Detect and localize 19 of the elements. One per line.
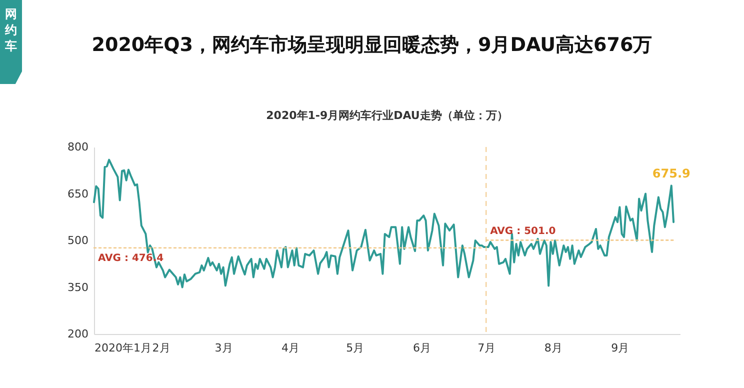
y-tick-label: 350 [68, 280, 88, 294]
annotation: AVG : 501.0 [490, 226, 556, 238]
y-tick-label: 500 [68, 234, 88, 247]
y-tick-label: 800 [68, 140, 88, 154]
x-tick-label: 7月 [478, 342, 496, 354]
annotation: 675.9 [652, 166, 690, 181]
x-tick-label: 9月 [611, 342, 630, 354]
x-tick-label: 2月 [152, 342, 170, 354]
x-tick-label: 4月 [282, 342, 300, 354]
chart-title: 2020年Q3，网约车市场呈现明显回暖态势，9月DAU高达676万 [92, 34, 652, 56]
chart-subtitle: 2020年1-9月网约车行业DAU走势（单位：万） [266, 109, 508, 122]
text: 网约车 [0, 0, 22, 84]
x-tick-label: 8月 [544, 342, 562, 354]
y-tick-label: 200 [68, 328, 88, 340]
x-tick-label: 3月 [214, 342, 233, 354]
x-tick-label: 6月 [412, 342, 431, 354]
y-tick-label: 650 [68, 187, 88, 200]
x-tick-label: 2020年1月 [94, 342, 152, 354]
x-tick-label: 5月 [346, 342, 364, 354]
